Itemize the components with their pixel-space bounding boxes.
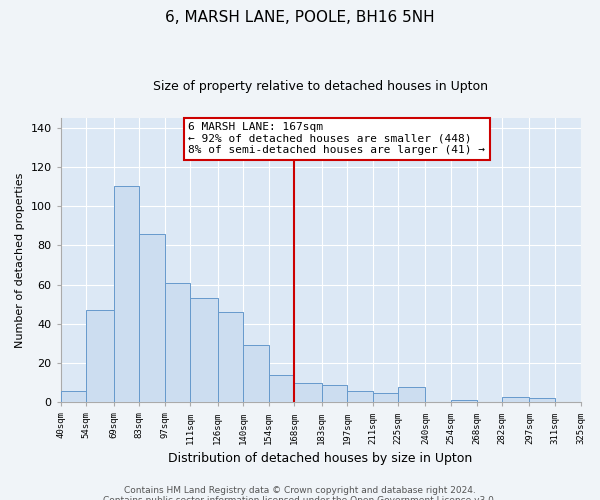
Text: 6 MARSH LANE: 167sqm
← 92% of detached houses are smaller (448)
8% of semi-detac: 6 MARSH LANE: 167sqm ← 92% of detached h…: [188, 122, 485, 155]
Bar: [243, 346, 269, 403]
X-axis label: Distribution of detached houses by size in Upton: Distribution of detached houses by size …: [169, 452, 473, 465]
Bar: [322, 384, 347, 402]
Text: Contains public sector information licensed under the Open Government Licence v3: Contains public sector information licen…: [103, 496, 497, 500]
Bar: [190, 298, 218, 403]
Bar: [451, 400, 476, 402]
Bar: [269, 375, 294, 402]
Bar: [347, 390, 373, 402]
Bar: [398, 386, 425, 402]
Bar: [113, 186, 139, 402]
Bar: [164, 282, 190, 403]
Text: 6, MARSH LANE, POOLE, BH16 5NH: 6, MARSH LANE, POOLE, BH16 5NH: [165, 10, 435, 25]
Y-axis label: Number of detached properties: Number of detached properties: [15, 172, 25, 348]
Bar: [529, 398, 555, 402]
Title: Size of property relative to detached houses in Upton: Size of property relative to detached ho…: [153, 80, 488, 93]
Bar: [61, 390, 86, 402]
Bar: [294, 383, 322, 402]
Bar: [139, 234, 164, 402]
Bar: [373, 392, 398, 402]
Bar: [218, 312, 243, 402]
Bar: [502, 396, 529, 402]
Bar: [86, 310, 113, 402]
Text: Contains HM Land Registry data © Crown copyright and database right 2024.: Contains HM Land Registry data © Crown c…: [124, 486, 476, 495]
